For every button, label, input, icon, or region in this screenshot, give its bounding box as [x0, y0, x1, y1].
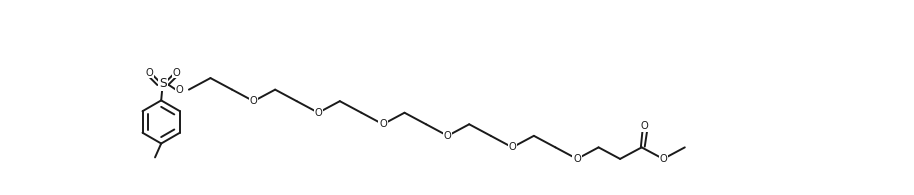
Text: O: O: [145, 68, 153, 78]
Text: S: S: [159, 77, 166, 90]
Text: O: O: [508, 142, 516, 152]
Text: O: O: [444, 131, 452, 141]
Text: O: O: [641, 121, 649, 131]
Text: O: O: [250, 96, 258, 106]
Text: O: O: [573, 154, 581, 164]
Text: O: O: [379, 119, 387, 129]
Text: O: O: [659, 154, 667, 164]
Text: O: O: [173, 68, 180, 78]
Text: O: O: [314, 108, 322, 118]
Text: O: O: [175, 85, 184, 95]
